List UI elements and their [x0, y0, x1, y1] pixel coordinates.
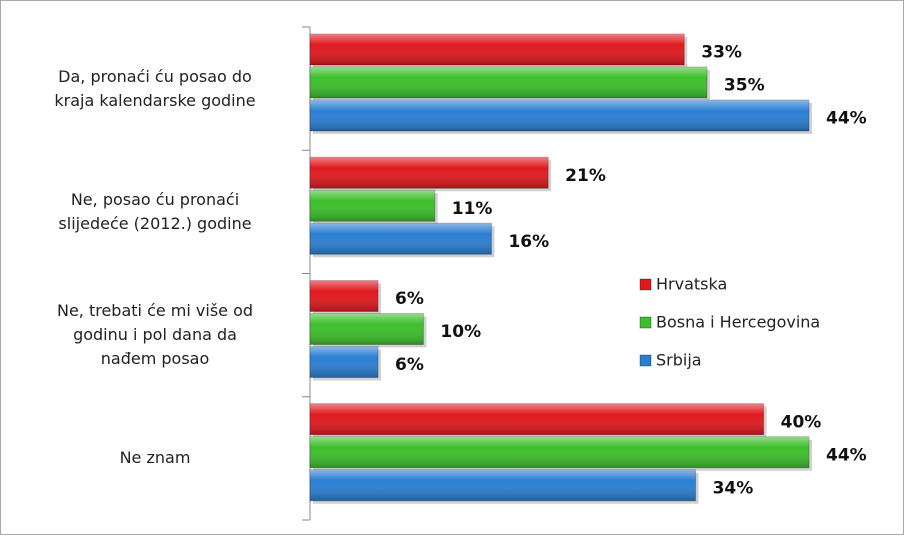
bar-highlight: [310, 280, 379, 312]
bar-highlight: [310, 436, 809, 468]
value-label: 33%: [701, 43, 742, 63]
bar-highlight: [310, 190, 435, 222]
legend-swatch: [639, 278, 652, 291]
legend-label: Bosna i Hercegovina: [656, 313, 820, 332]
value-label: 35%: [724, 76, 765, 96]
value-label: 6%: [395, 289, 424, 309]
bar-highlight: [310, 157, 549, 189]
legend-swatch: [639, 354, 652, 367]
value-label: 10%: [440, 322, 481, 342]
value-label: 44%: [826, 109, 867, 129]
bar-highlight: [310, 67, 707, 98]
value-label: 6%: [395, 355, 424, 375]
bar-highlight: [310, 403, 764, 435]
bar-highlight: [310, 346, 379, 378]
legend-label: Hrvatska: [656, 275, 727, 294]
value-label: 21%: [565, 166, 606, 186]
bar-highlight: [310, 223, 492, 255]
value-label: 40%: [781, 412, 822, 432]
category-label: Ne, trebati će mi više od godinu i pol d…: [56, 301, 254, 369]
category-label: Ne znam: [119, 448, 191, 468]
bar-highlight: [310, 100, 809, 131]
category-label: Da, pronaći ću posao do kraja kalendarsk…: [54, 66, 256, 110]
legend-swatch: [639, 316, 652, 329]
value-label: 34%: [713, 478, 754, 498]
value-label: 16%: [508, 232, 549, 252]
legend-label: Srbija: [656, 351, 702, 370]
category-label: Ne, posao ću pronaći slijedeće (2012.) g…: [58, 189, 252, 233]
bar-highlight: [310, 469, 696, 501]
value-label: 44%: [826, 445, 867, 465]
value-label: 11%: [452, 199, 493, 219]
bar-highlight: [310, 34, 685, 65]
bar-highlight: [310, 313, 424, 345]
